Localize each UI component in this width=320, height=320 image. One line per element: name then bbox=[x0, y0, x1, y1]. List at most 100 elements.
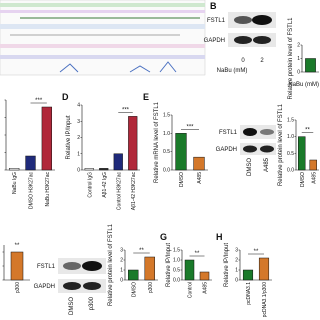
y-axis-label: Relative IP/Input bbox=[66, 115, 72, 159]
significance: *** bbox=[122, 107, 130, 113]
y-tick-label: 1.5 bbox=[173, 248, 180, 254]
significance: *** bbox=[186, 124, 194, 130]
x-tick-label: Aβ1-42 H3K27ac bbox=[131, 172, 137, 211]
x-tick-label: pcDNA3.1/p300 bbox=[262, 282, 268, 318]
x-tick-label: p300 bbox=[148, 282, 154, 293]
bar bbox=[10, 251, 24, 281]
x-tick-label: DMSO bbox=[179, 172, 185, 187]
x-tick-label: DMSO bbox=[131, 282, 137, 297]
y-tick-label: 1.5 bbox=[287, 118, 294, 124]
y-tick-label: 0.0 bbox=[287, 168, 294, 174]
bar bbox=[309, 159, 317, 171]
x-tick-label: p300 bbox=[15, 282, 21, 293]
y-tick-label: 1.0 bbox=[163, 131, 170, 137]
x-tick-label: DMSO bbox=[300, 172, 306, 187]
y-tick-label: 1.0 bbox=[287, 134, 294, 140]
significance: ** bbox=[15, 243, 20, 249]
lane-label: p300 bbox=[89, 296, 95, 310]
blot-row-label: FSTL1 bbox=[219, 130, 238, 136]
x-tick-label: Control bbox=[188, 282, 194, 298]
y-axis-label: Relative protein level of FSTL1 bbox=[278, 103, 284, 186]
significance: ** bbox=[139, 248, 144, 254]
blot-row-label: FSTL1 bbox=[37, 264, 56, 270]
y-tick-label: 2 bbox=[297, 43, 300, 49]
y-tick-label: 1 bbox=[120, 268, 123, 274]
y-axis-label: Relative mRNA level of FSTL1 bbox=[154, 101, 160, 183]
y-tick-label: 0.5 bbox=[163, 149, 170, 155]
y-tick-label: 2 bbox=[235, 258, 238, 264]
x-tick-label: DMSO H3K27ac bbox=[29, 172, 35, 209]
bar bbox=[128, 269, 139, 281]
y-tick-label: 1 bbox=[297, 56, 300, 62]
significance: ** bbox=[254, 249, 259, 255]
y-tick-label: 0.5 bbox=[287, 151, 294, 157]
panel-letter: H bbox=[216, 232, 223, 242]
y-tick-label: 4 bbox=[77, 103, 80, 109]
y-tick-label: 0 bbox=[77, 168, 80, 174]
blot-row-label: GAPDH bbox=[204, 38, 225, 44]
bar bbox=[258, 257, 270, 281]
y-tick-label: 0 bbox=[120, 278, 123, 284]
panel-letter: D bbox=[62, 92, 69, 102]
bar bbox=[128, 116, 138, 171]
y-tick-label: 3 bbox=[120, 248, 123, 254]
bar bbox=[84, 168, 94, 171]
lane-label: 2 bbox=[260, 58, 264, 64]
lane-label: 0 bbox=[241, 58, 245, 64]
bar bbox=[144, 256, 155, 281]
x-tick-label: A485 bbox=[203, 282, 209, 294]
x-tick-label: Control IgG bbox=[87, 172, 93, 198]
y-axis-label: Relative IP/Input bbox=[166, 243, 172, 287]
bar bbox=[25, 155, 36, 171]
blot-row-label: FSTL1 bbox=[207, 18, 226, 24]
y-tick-label: 0.0 bbox=[163, 168, 170, 174]
bar bbox=[193, 156, 205, 171]
bar bbox=[113, 153, 123, 171]
y-tick-label: 0.5 bbox=[173, 268, 180, 274]
lane-label: DMSO bbox=[69, 297, 75, 315]
bar bbox=[99, 168, 109, 171]
western-blot bbox=[58, 258, 106, 293]
y-tick-label: 1.0 bbox=[173, 258, 180, 264]
x-tick-label: Control H3K27ac bbox=[116, 172, 122, 211]
y-tick-label: 2 bbox=[77, 135, 80, 141]
lane-label: A485 bbox=[264, 157, 270, 172]
lane-title: NaBu (mM) bbox=[217, 68, 248, 74]
panel-letter: E bbox=[143, 92, 149, 102]
y-tick-label: 0 bbox=[297, 70, 300, 76]
y-axis-label: Relative protein level of FSTL1 bbox=[108, 223, 114, 306]
y-tick-label: 3 bbox=[235, 248, 238, 254]
western-blot bbox=[240, 125, 276, 155]
blot-row-label: GAPDH bbox=[34, 284, 55, 290]
x-tick-label: A485 bbox=[311, 172, 317, 184]
genome-track bbox=[0, 0, 206, 76]
bar bbox=[199, 271, 210, 281]
x-tick-label: A485 bbox=[197, 172, 203, 184]
panel-letter: G bbox=[160, 232, 167, 242]
bar bbox=[175, 133, 187, 171]
lane-label: DMSO bbox=[247, 158, 253, 176]
x-tick-label: pcDNA3.1 bbox=[246, 282, 252, 305]
bar bbox=[184, 259, 195, 281]
y-tick-label: 1 bbox=[235, 268, 238, 274]
bar bbox=[9, 168, 20, 171]
y-tick-label: 1.5 bbox=[163, 113, 170, 119]
y-tick-label: 2 bbox=[120, 258, 123, 264]
blot-row-label: GAPDH bbox=[216, 147, 237, 153]
x-tick-label: NaBu IgG bbox=[12, 172, 18, 194]
x-tick-label: NaBu H3K27ac bbox=[45, 172, 51, 207]
y-axis-label: Relative IP/Input bbox=[224, 243, 230, 287]
significance: ** bbox=[195, 251, 200, 257]
significance: *** bbox=[35, 98, 43, 104]
significance: ** bbox=[305, 128, 310, 134]
y-axis-label: Relative protein level of FSTL1 bbox=[288, 17, 294, 100]
x-axis-label: NaBu (mM) bbox=[288, 82, 319, 88]
bar bbox=[41, 106, 52, 171]
bar bbox=[305, 58, 316, 73]
bar bbox=[298, 136, 306, 171]
x-tick-label: Aβ1-42 IgG bbox=[102, 172, 108, 198]
y-tick-label: 0 bbox=[235, 278, 238, 284]
western-blot bbox=[228, 12, 276, 47]
bar bbox=[242, 269, 254, 281]
